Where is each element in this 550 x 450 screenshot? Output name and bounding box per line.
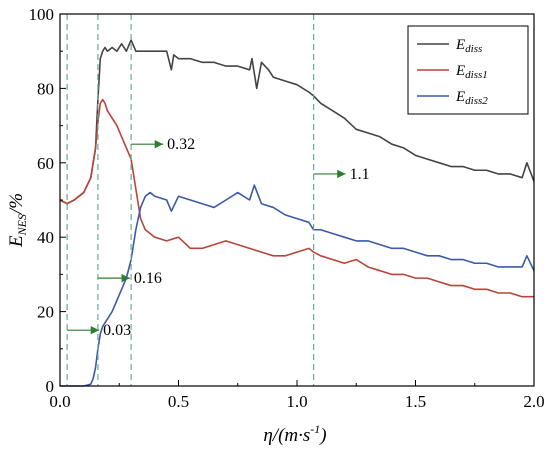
y-tick-label-1: 20 [37,303,54,322]
legend-label-ediss2: Ediss2 [455,89,488,107]
legend-label-ediss1: Ediss1 [455,63,488,81]
y-tick-label-4: 80 [37,79,54,98]
vline-label-3: 1.1 [350,166,370,183]
x-tick-label-4: 2.0 [523,392,544,411]
y-axis-title: ENES/% [6,193,29,248]
y-tick-label-3: 60 [37,154,54,173]
x-tick-label-1: 0.5 [168,392,189,411]
y-tick-label-0: 0 [46,377,55,396]
y-tick-label-5: 100 [29,5,55,24]
legend: Ediss Ediss1 Ediss2 [407,25,529,115]
vline-label-2: 0.32 [167,136,195,153]
x-axis-title: η/(m·s-1) [263,422,326,446]
axis-layer: 0.0 0.5 1.0 1.5 2.0 0 20 40 60 80 100 [29,5,545,411]
y-tick-label-2: 40 [37,228,54,247]
x-tick-label-3: 1.5 [405,392,426,411]
series-line-0 [59,39,535,205]
legend-label-ediss: Ediss [455,37,482,55]
series-layer [59,39,535,387]
series-line-2 [60,184,535,387]
vline-label-0: 0.03 [103,322,131,339]
x-tick-label-2: 1.0 [286,392,307,411]
annotation-layer: 0.03 0.16 0.32 1.1 [66,14,370,386]
series-line-1 [59,98,534,298]
x-tick-label-0: 0.0 [49,392,70,411]
vline-label-1: 0.16 [134,270,162,287]
